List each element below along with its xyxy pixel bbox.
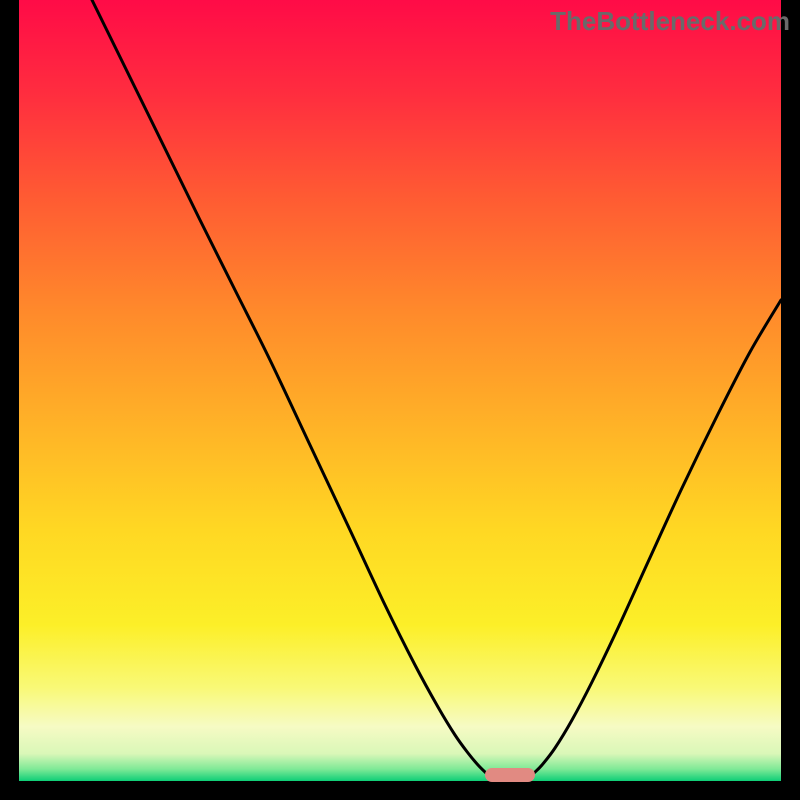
plot-background	[19, 0, 781, 781]
bottleneck-chart	[0, 0, 800, 800]
bottleneck-marker	[485, 768, 535, 782]
chart-container: TheBottleneck.com	[0, 0, 800, 800]
watermark-text: TheBottleneck.com	[550, 6, 790, 37]
